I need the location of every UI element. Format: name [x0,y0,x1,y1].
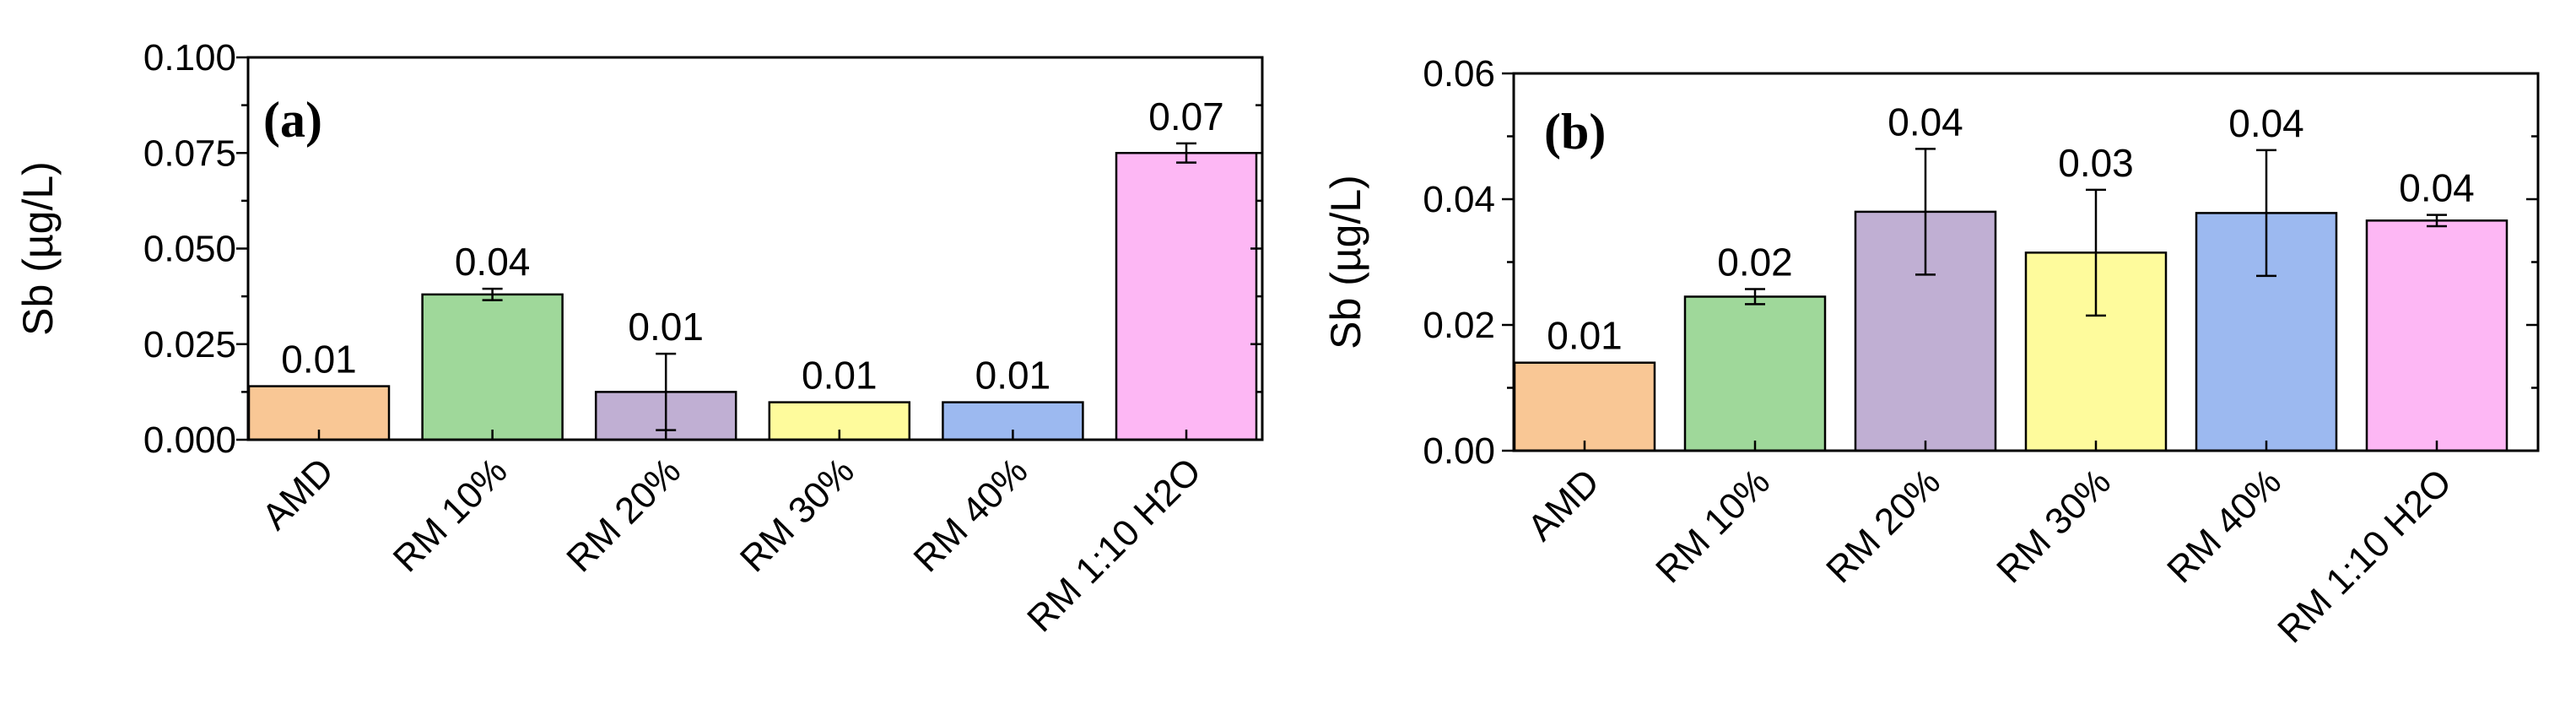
data-label-1-5: 0.04 [2399,166,2475,210]
x-tick-label-0-5: RM 1:10 H2O [1019,450,1209,640]
x-tick-label-1-0: AMD [1520,461,1607,549]
data-label-0-3: 0.01 [802,354,878,398]
y-tick-label-0-2: 0.050 [143,229,236,270]
x-tick-label-1-4: RM 40% [2159,461,2289,591]
y-tick-label-0-0: 0.000 [143,419,236,461]
data-label-0-5: 0.07 [1148,95,1224,138]
x-tick-label-1-3: RM 30% [1989,461,2119,591]
data-label-0-4: 0.01 [975,354,1051,398]
panel-label-1: (b) [1544,104,1606,160]
bar-1-0 [1513,361,1656,452]
data-label-0-1: 0.04 [455,240,531,284]
panel-label-0: (a) [263,92,322,148]
x-tick-label-0-0: AMD [254,450,342,538]
chart-panel-a: 0.01 AMD 0.04 RM 10% 0.01 RM 20% 0.01 RM 30% 0.0… [14,37,1264,640]
data-label-0-0: 0.01 [281,338,357,381]
y-tick-label-1-2: 0.04 [1423,179,1495,220]
y-tick-label-1-1: 0.02 [1423,305,1495,346]
x-tick-label-0-2: RM 20% [559,450,689,580]
y-tick-label-1-3: 0.06 [1423,53,1495,95]
y-tick-label-0-1: 0.025 [143,324,236,365]
x-tick-label-0-1: RM 10% [386,450,516,580]
x-tick-label-1-5: RM 1:10 H2O [2270,461,2460,651]
bar-1-1 [1683,295,1827,452]
x-tick-label-0-3: RM 30% [732,450,862,580]
data-label-1-4: 0.04 [2228,101,2304,145]
data-label-1-1: 0.02 [1717,241,1793,284]
x-tick-label-0-4: RM 40% [906,450,1036,580]
data-label-1-2: 0.04 [1887,100,1963,143]
plot-frame-1 [1512,72,2540,452]
data-label-1-0: 0.01 [1547,314,1623,358]
y-tick-label-0-4: 0.100 [143,37,236,78]
plot-frame-0 [246,56,1264,441]
y-axis-label-0: Sb (µg/L) [14,161,62,336]
y-tick-label-0-3: 0.075 [143,133,236,174]
data-label-1-3: 0.03 [2058,141,2134,185]
y-axis-label-1: Sb (µg/L) [1322,175,1369,349]
y-tick-label-1-0: 0.00 [1423,430,1495,472]
data-label-0-2: 0.01 [628,305,704,349]
chart-panel-b: 0.01 AMD 0.02 RM 10% 0.04 RM 20% 0.03 RM 30% 0.0… [1322,53,2540,651]
x-tick-label-1-1: RM 10% [1648,461,1778,591]
bar-1-5 [2365,219,2508,452]
bar-0-1 [421,293,564,441]
x-tick-label-1-2: RM 20% [1818,461,1948,591]
bar-0-5 [1115,152,1258,441]
